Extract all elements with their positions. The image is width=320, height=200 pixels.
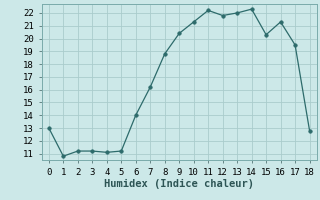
- X-axis label: Humidex (Indice chaleur): Humidex (Indice chaleur): [104, 179, 254, 189]
